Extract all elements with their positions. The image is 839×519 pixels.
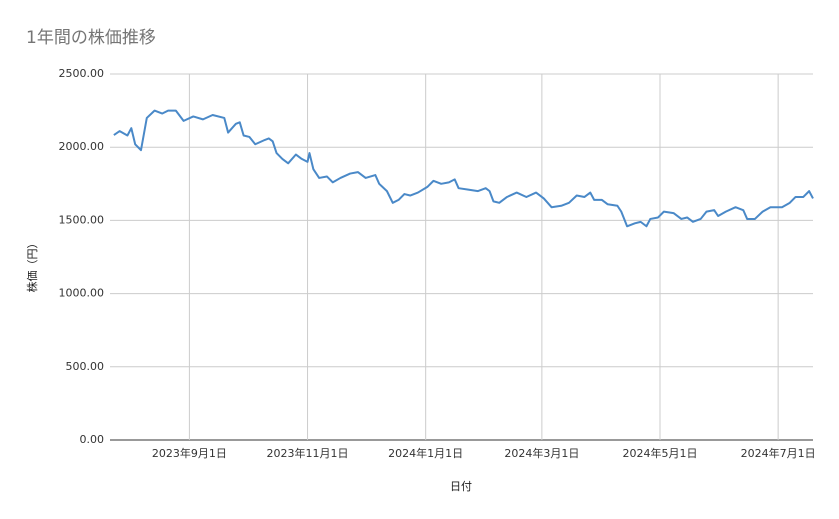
y-tick-label: 2000.00 [59, 140, 105, 153]
y-tick-label: 0.00 [80, 433, 105, 446]
x-tick-label: 2023年9月1日 [152, 446, 227, 460]
x-tick-label: 2024年7月1日 [741, 446, 816, 460]
x-tick-label: 2023年11月1日 [267, 446, 349, 460]
x-tick-label: 2024年1月1日 [388, 446, 463, 460]
y-axis-title: 株価（円） [25, 238, 39, 293]
x-tick-label: 2024年3月1日 [504, 446, 579, 460]
x-tick-label: 2024年5月1日 [623, 446, 698, 460]
x-axis-title: 日付 [450, 480, 472, 493]
y-tick-label: 1000.00 [59, 287, 105, 300]
y-tick-label: 1500.00 [59, 213, 105, 226]
y-tick-label: 2500.00 [59, 67, 105, 80]
chart-title: 1年間の株価推移 [26, 28, 156, 48]
y-tick-label: 500.00 [66, 360, 105, 373]
data-line [113, 109, 814, 228]
